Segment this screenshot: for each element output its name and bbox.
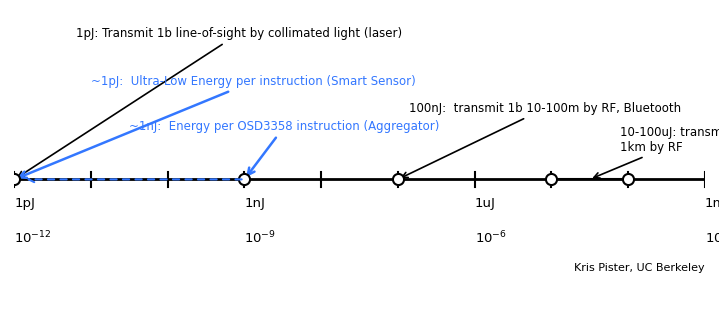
Text: ~1nJ:  Energy per OSD3358 instruction (Aggregator): ~1nJ: Energy per OSD3358 instruction (Ag… (129, 120, 440, 175)
Text: ~1pJ:  Ultra-Low Energy per instruction (Smart Sensor): ~1pJ: Ultra-Low Energy per instruction (… (19, 75, 416, 178)
Text: $10^{-6}$: $10^{-6}$ (475, 230, 507, 247)
Text: 1uJ: 1uJ (475, 197, 495, 210)
Text: $10^{-9}$: $10^{-9}$ (244, 230, 277, 247)
Text: 10-100uJ: transmit 1b
1km by RF: 10-100uJ: transmit 1b 1km by RF (594, 126, 719, 178)
Text: 1nJ: 1nJ (244, 197, 265, 210)
Text: Kris Pister, UC Berkeley: Kris Pister, UC Berkeley (574, 263, 705, 273)
Text: 1pJ: 1pJ (14, 197, 35, 210)
Text: 1pJ: Transmit 1b line-of-sight by collimated light (laser): 1pJ: Transmit 1b line-of-sight by collim… (18, 27, 402, 177)
Text: 1mJ: 1mJ (705, 197, 719, 210)
Text: $10^{-3}$: $10^{-3}$ (705, 230, 719, 247)
Text: 100nJ:  transmit 1b 10-100m by RF, Bluetooth: 100nJ: transmit 1b 10-100m by RF, Blueto… (402, 102, 682, 178)
Text: $10^{-12}$: $10^{-12}$ (14, 230, 52, 247)
